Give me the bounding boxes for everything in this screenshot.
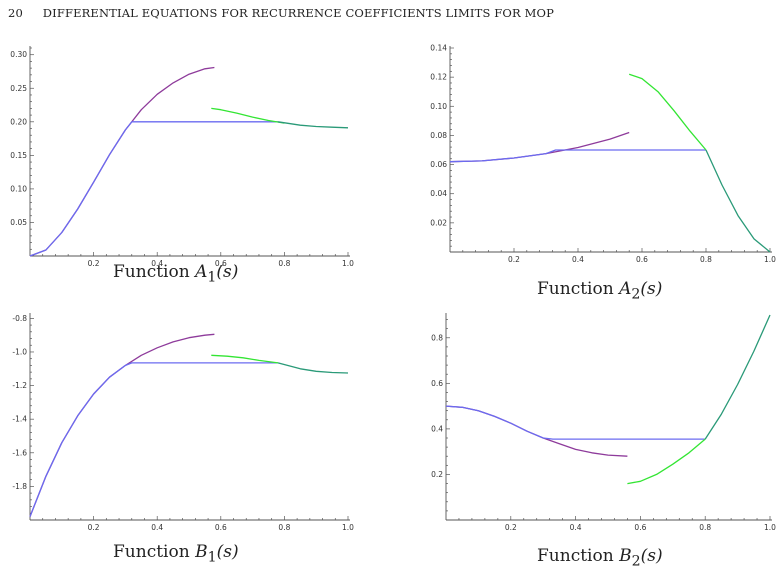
series-line-green (628, 73, 707, 151)
series-line-green (627, 438, 706, 485)
y-tick-label: 0.25 (10, 84, 27, 93)
caption-b2: Function B2(s) (537, 546, 663, 569)
x-tick-label: 0.2 (88, 523, 100, 532)
caption-prefix: Function (113, 542, 196, 562)
x-tick-label: 0.2 (508, 255, 520, 264)
y-tick-label: -1.2 (12, 381, 27, 390)
y-tick-label: 0.8 (431, 333, 443, 342)
series-line-green (211, 107, 285, 124)
x-tick-label: 0.4 (151, 523, 163, 532)
x-tick-label: 0.8 (278, 259, 290, 268)
y-tick-label: 0.10 (430, 102, 447, 111)
y-tick-label: -1.6 (12, 448, 27, 457)
caption-function-name: A (619, 279, 632, 299)
y-tick-label: 0.6 (431, 379, 443, 388)
y-tick-label: 0.4 (431, 424, 443, 433)
x-tick-label: 0.8 (700, 255, 712, 264)
caption-function-name: B (195, 542, 208, 562)
y-tick-label: 0.10 (10, 184, 27, 193)
series-line-teal (704, 314, 771, 440)
y-tick-label: -1.8 (12, 482, 27, 491)
caption-function-name: B (619, 546, 632, 566)
series-line-green (211, 354, 279, 364)
y-tick-label: 0.05 (10, 218, 27, 227)
page-header: 20 DIFFERENTIAL EQUATIONS FOR RECURRENCE… (8, 6, 554, 20)
y-tick-label: -1.4 (12, 415, 27, 424)
caption-b1: Function B1(s) (113, 542, 239, 565)
series-line-teal (277, 121, 349, 129)
caption-argument: (s) (640, 279, 663, 299)
page-number: 20 (8, 6, 23, 20)
y-tick-label: 0.04 (430, 189, 447, 198)
caption-prefix: Function (537, 546, 620, 566)
series-line-teal (277, 362, 349, 374)
caption-argument: (s) (216, 262, 239, 282)
x-tick-label: 0.6 (215, 259, 227, 268)
y-tick-label: 0.30 (10, 50, 27, 59)
caption-prefix: Function (113, 262, 196, 282)
caption-argument: (s) (216, 542, 239, 562)
series-line-purple (445, 405, 628, 457)
x-tick-label: 0.4 (570, 523, 582, 532)
running-title: DIFFERENTIAL EQUATIONS FOR RECURRENCE CO… (42, 6, 554, 20)
series-line-blue (29, 362, 278, 517)
caption-a2: Function A2(s) (537, 279, 662, 302)
y-tick-label: 0.08 (430, 131, 447, 140)
x-tick-label: 0.6 (636, 255, 648, 264)
series-line-teal (705, 149, 771, 253)
caption-prefix: Function (537, 279, 620, 299)
x-tick-label: 0.6 (634, 523, 646, 532)
series-line-blue (445, 405, 706, 440)
x-tick-label: 0.4 (572, 255, 584, 264)
x-tick-label: 0.2 (505, 523, 517, 532)
x-tick-label: 0.6 (215, 523, 227, 532)
x-tick-label: 1.0 (764, 523, 776, 532)
x-tick-label: 1.0 (342, 259, 354, 268)
caption-argument: (s) (640, 546, 663, 566)
caption-a1: Function A1(s) (113, 262, 238, 285)
caption-subscript: 2 (631, 286, 641, 303)
x-tick-label: 1.0 (342, 523, 354, 532)
y-tick-label: 0.06 (430, 160, 447, 169)
caption-subscript: 2 (631, 553, 641, 570)
series-line-blue (449, 149, 706, 163)
y-tick-label: 0.2 (431, 470, 443, 479)
y-tick-label: -1.0 (12, 347, 27, 356)
y-tick-label: 0.12 (430, 73, 447, 82)
caption-subscript: 1 (207, 269, 217, 286)
y-tick-label: 0.02 (430, 218, 447, 227)
x-tick-label: 0.2 (88, 259, 100, 268)
series-line-blue (29, 121, 278, 257)
y-tick-label: 0.15 (10, 151, 27, 160)
y-tick-label: -0.8 (12, 314, 27, 323)
y-tick-label: 0.14 (430, 44, 447, 53)
x-tick-label: 1.0 (764, 255, 776, 264)
y-tick-label: 0.20 (10, 117, 27, 126)
x-tick-label: 0.8 (699, 523, 711, 532)
x-tick-label: 0.8 (278, 523, 290, 532)
x-tick-label: 0.4 (151, 259, 163, 268)
caption-subscript: 1 (207, 549, 217, 566)
caption-function-name: A (195, 262, 208, 282)
